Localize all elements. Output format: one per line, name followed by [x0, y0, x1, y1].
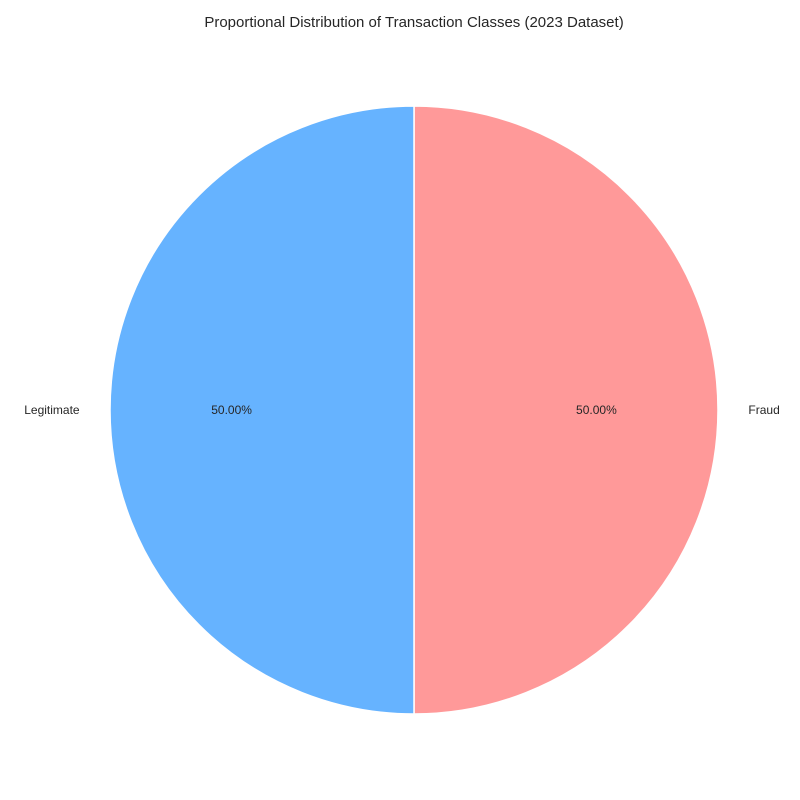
pie-slices: [109, 105, 719, 715]
chart-title: Proportional Distribution of Transaction…: [204, 14, 623, 31]
pie-slice-fraud: [413, 105, 719, 715]
slice-label-legitimate: Legitimate: [24, 403, 80, 417]
percent-label-legitimate: 50.00%: [211, 403, 252, 417]
slice-label-fraud: Fraud: [748, 403, 779, 417]
percent-label-fraud: 50.00%: [576, 403, 617, 417]
pie-slice-legitimate: [109, 105, 415, 715]
pie-labels: Fraud 50.00% Legitimate 50.00%: [24, 403, 780, 417]
